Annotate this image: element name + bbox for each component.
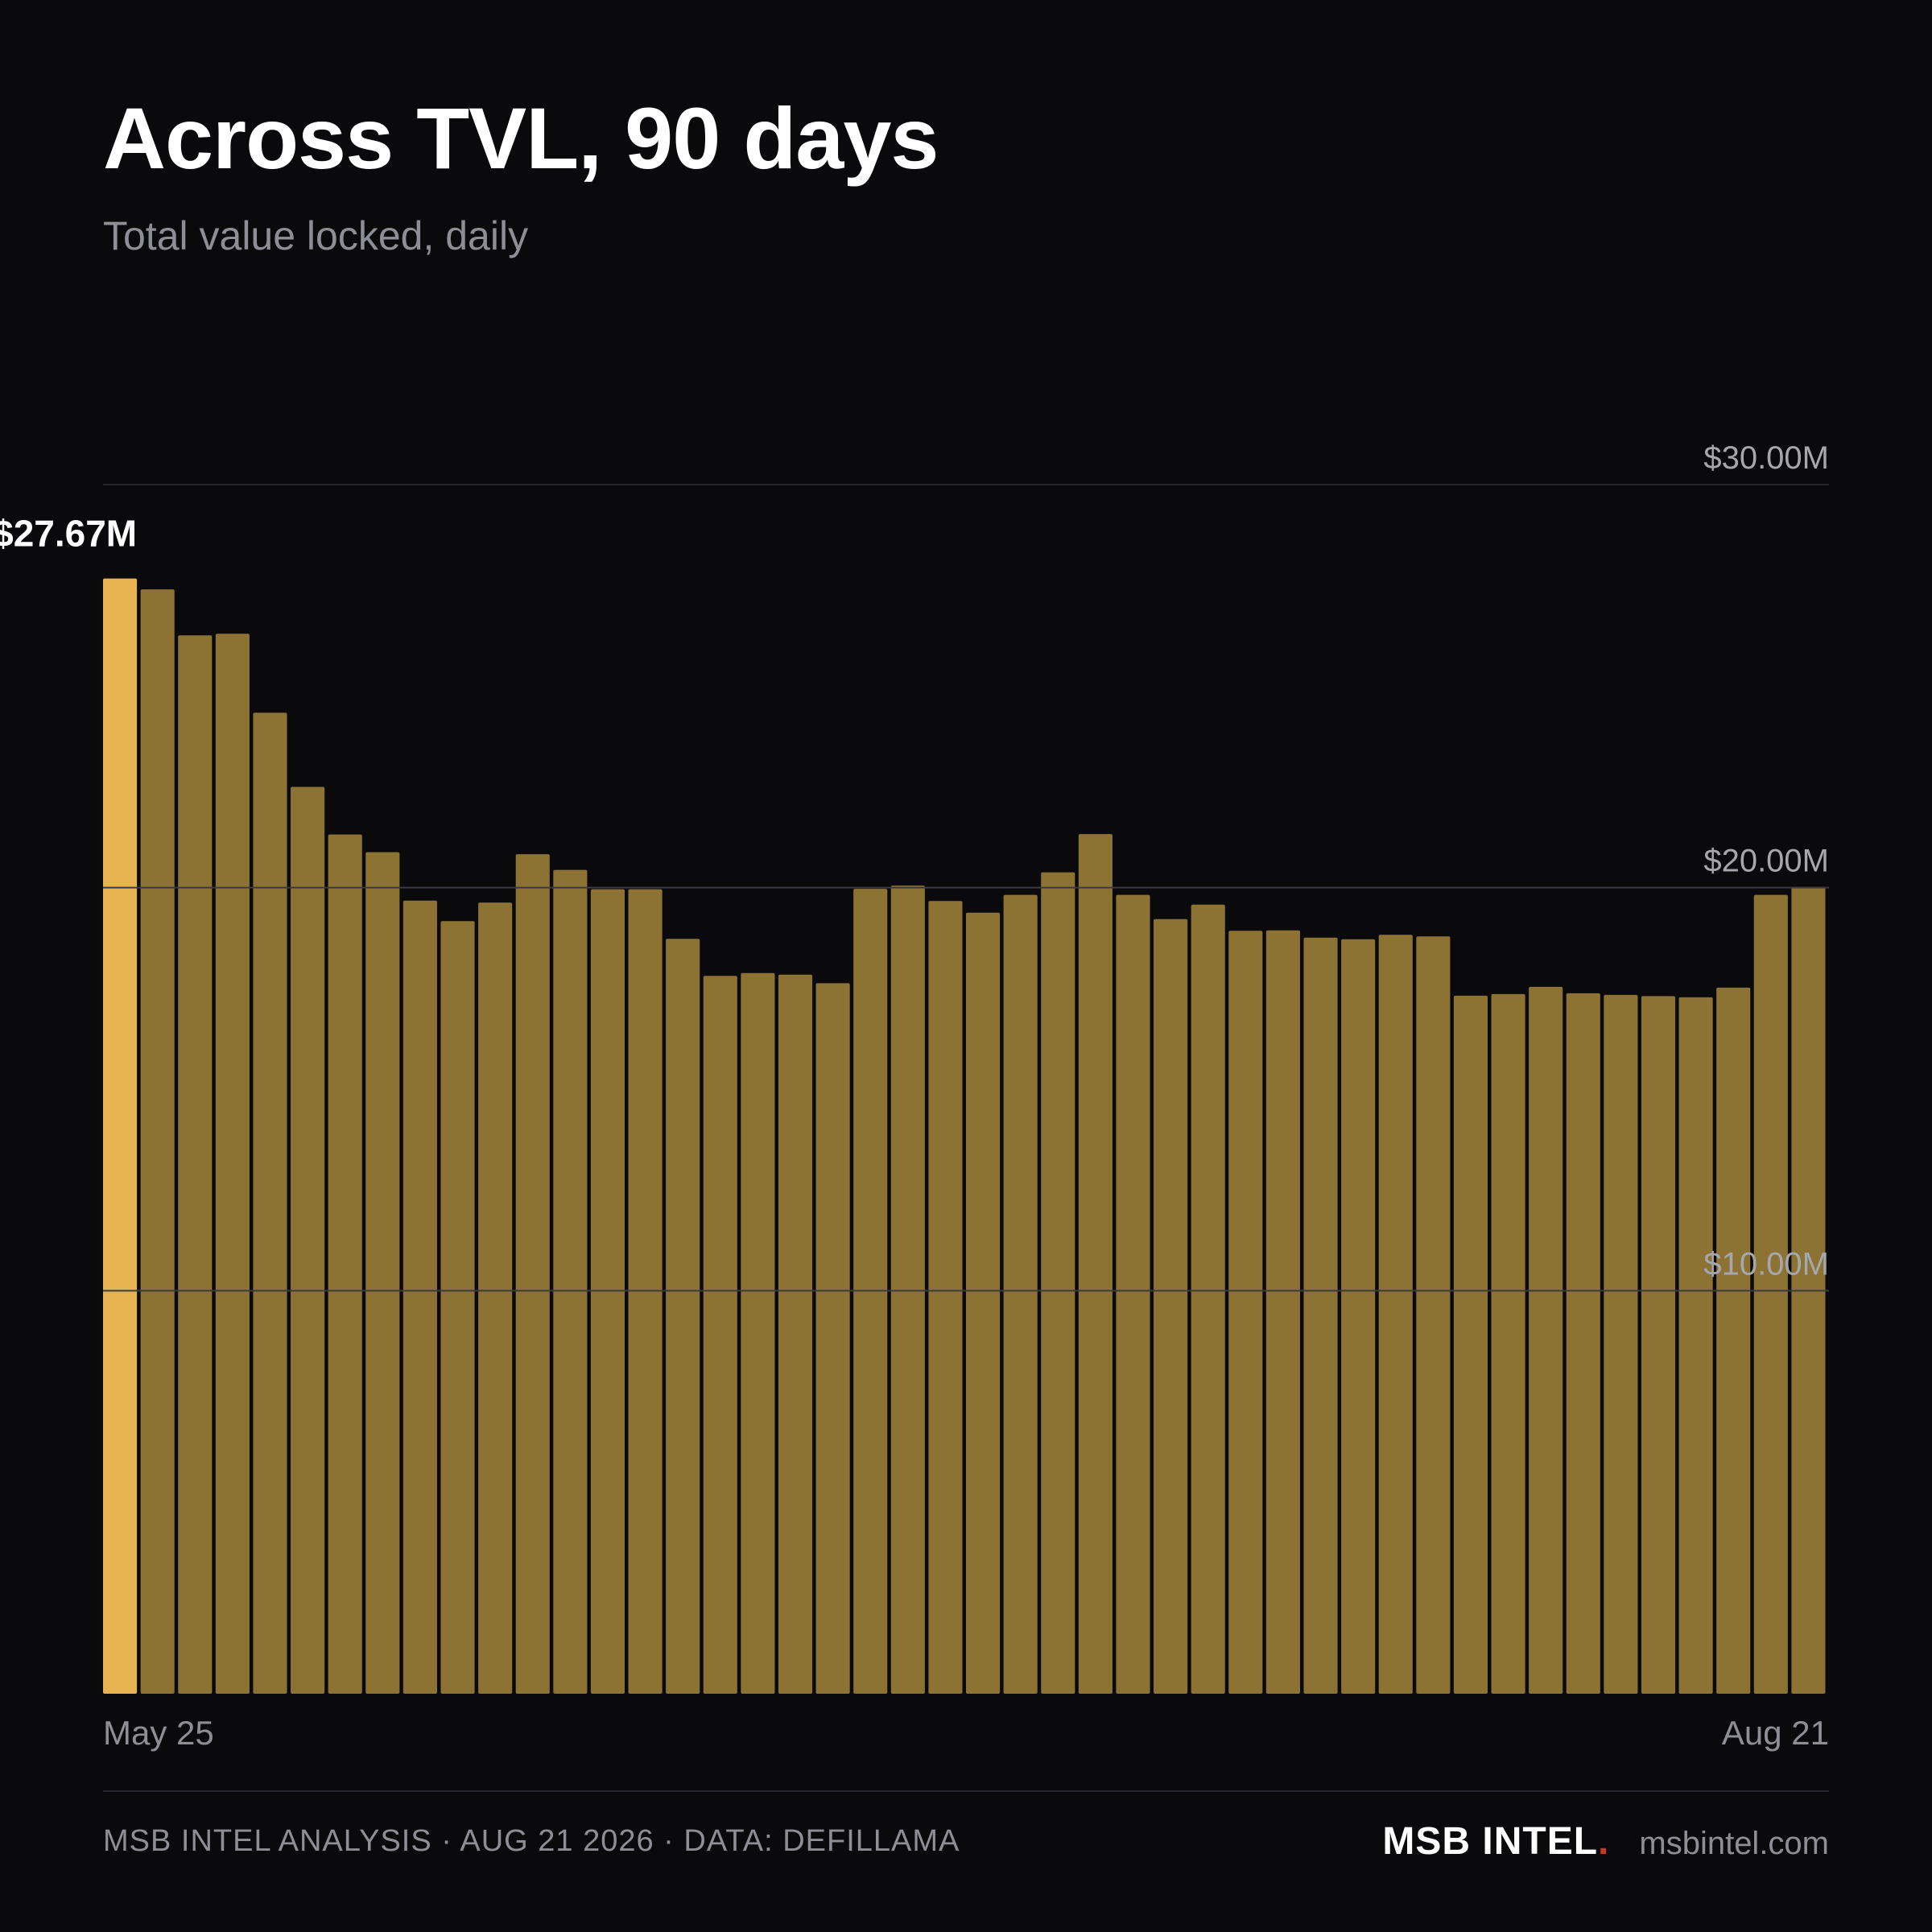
bar <box>328 834 362 1694</box>
bar <box>1303 937 1338 1694</box>
bar-highlight <box>103 578 138 1695</box>
highlight-value-label: $27.67M <box>0 513 137 555</box>
bar <box>1453 995 1488 1694</box>
chart-subtitle: Total value locked, daily <box>103 213 529 258</box>
bar <box>1641 996 1676 1694</box>
bar <box>291 786 325 1694</box>
bar <box>1678 997 1713 1694</box>
y-tick-label: $30.00M <box>1703 440 1829 476</box>
bar <box>703 976 737 1694</box>
bar <box>402 900 437 1694</box>
bar <box>778 974 813 1694</box>
bar <box>1041 872 1075 1694</box>
brand-logo-dot: . <box>1598 1820 1609 1863</box>
bar <box>1154 919 1188 1694</box>
bar <box>1228 931 1263 1694</box>
bar <box>1003 894 1038 1694</box>
bar <box>1078 834 1113 1694</box>
bar <box>1529 986 1563 1694</box>
bar-chart: $10.00M $20.00M $30.00M $27.67M <box>0 440 1829 1695</box>
bar <box>928 901 963 1694</box>
bar <box>1341 939 1376 1694</box>
bar <box>741 972 775 1694</box>
x-axis-end-label: Aug 21 <box>1721 1714 1829 1752</box>
x-axis-start-label: May 25 <box>103 1714 214 1752</box>
footer-brand-block: MSB INTEL. msbintel.com <box>1382 1819 1829 1864</box>
bar <box>666 939 700 1694</box>
bar <box>1191 904 1225 1694</box>
bar <box>1604 994 1638 1694</box>
bar <box>253 712 287 1694</box>
footer-source: MSB INTEL ANALYSIS · AUG 21 2026 · DATA:… <box>103 1824 960 1858</box>
bar <box>365 852 400 1694</box>
bar <box>1753 894 1788 1694</box>
bar <box>553 869 588 1694</box>
bar <box>628 889 663 1694</box>
bar <box>815 983 850 1694</box>
bar <box>1716 987 1751 1694</box>
bar <box>966 912 1001 1694</box>
chart-title: Across TVL, 90 days <box>103 89 939 187</box>
bar <box>1378 935 1413 1694</box>
brand-logo-text: MSB INTEL <box>1382 1820 1599 1863</box>
bar <box>1416 936 1451 1694</box>
bar <box>440 921 475 1694</box>
website-link[interactable]: msbintel.com <box>1639 1826 1829 1861</box>
bar <box>515 854 550 1694</box>
bar <box>1265 930 1300 1694</box>
bar <box>890 886 925 1694</box>
bar <box>590 889 625 1694</box>
bar <box>1566 993 1600 1694</box>
bar <box>215 634 250 1694</box>
bar <box>1116 894 1150 1694</box>
y-tick-label: $20.00M <box>1703 844 1829 879</box>
footer-divider <box>103 1790 1829 1792</box>
bar <box>1491 993 1525 1694</box>
bar <box>478 902 513 1694</box>
bar <box>178 635 213 1694</box>
bar <box>140 589 175 1695</box>
y-tick-label: $10.00M <box>1703 1246 1829 1282</box>
